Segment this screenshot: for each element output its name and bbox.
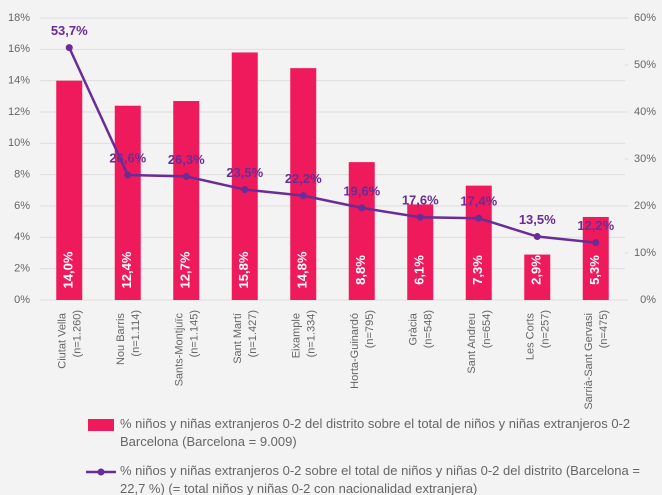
bar-value-label: 14,0% xyxy=(61,251,76,288)
bar xyxy=(524,254,551,300)
legend-label: % niños y niñas extranjeros 0-2 del dist… xyxy=(120,416,631,449)
bar xyxy=(231,52,258,300)
x-tick-label: Sant Martí (n=1.427) xyxy=(232,310,259,364)
y2-tick-label: 0% xyxy=(640,294,656,306)
y2-tick-label: 60% xyxy=(634,12,656,24)
line-point xyxy=(182,172,190,180)
bar-value-label: 8,8% xyxy=(353,255,368,285)
legend-swatch xyxy=(88,419,114,431)
y-tick-label: 6% xyxy=(14,200,30,212)
bar-value-label: 7,3% xyxy=(470,255,485,285)
line-value-label: 12,2% xyxy=(577,218,614,233)
line-point xyxy=(241,186,249,194)
bar-value-label: 12,4% xyxy=(119,251,134,288)
x-tick-label: Les Corts (n=257) xyxy=(524,310,551,360)
legend-marker xyxy=(97,468,105,476)
x-tick-label: Gràcia (n=548) xyxy=(407,310,434,348)
y2-tick-label: 10% xyxy=(634,247,656,259)
line-point xyxy=(124,171,132,179)
y-tick-label: 2% xyxy=(14,263,30,275)
bar-value-label: 14,8% xyxy=(295,251,310,288)
y-tick-label: 14% xyxy=(8,75,30,87)
line-value-label: 17,4% xyxy=(460,194,497,209)
legend-label: % niños y niñas extranjeros 0-2 sobre el… xyxy=(120,463,640,495)
y-tick-label: 18% xyxy=(8,12,30,24)
y-tick-label: 4% xyxy=(14,231,30,243)
bar-value-label: 12,7% xyxy=(178,251,193,288)
line-value-label: 19,6% xyxy=(343,183,380,198)
bar-value-label: 5,3% xyxy=(587,255,602,285)
bar-value-label: 6,1% xyxy=(412,255,427,285)
line-value-label: 23,5% xyxy=(226,165,263,180)
y2-tick-label: 50% xyxy=(634,59,656,71)
y2-tick-label: 30% xyxy=(634,153,656,165)
line-point xyxy=(533,233,541,241)
x-tick-label: Nou Barris (n=1.114) xyxy=(115,310,142,365)
line-point xyxy=(416,213,424,221)
line-value-label: 22,2% xyxy=(285,171,322,186)
legend-swatch xyxy=(86,468,116,476)
bar-value-label: 15,8% xyxy=(236,251,251,288)
line-value-label: 17,6% xyxy=(402,193,439,208)
bar xyxy=(173,101,200,301)
bar xyxy=(348,162,375,300)
x-tick-label: Ciutat Vella (n=1.260) xyxy=(56,310,83,369)
bar xyxy=(582,216,609,300)
line-point xyxy=(592,239,600,247)
line-value-label: 53,7% xyxy=(51,23,88,38)
x-tick-label: Sarrià-Sant Gervasi (n=475) xyxy=(583,310,610,410)
x-tick-label: Eixample (n=1.334) xyxy=(290,310,317,358)
bar xyxy=(56,80,83,301)
line-point xyxy=(299,192,307,200)
y-tick-label: 12% xyxy=(8,106,30,118)
x-tick-label: Sant Andreu (n=654) xyxy=(466,310,493,374)
bar xyxy=(290,68,317,300)
y2-tick-label: 40% xyxy=(634,106,656,118)
bar-value-label: 2,9% xyxy=(529,255,544,285)
line-point xyxy=(475,214,483,222)
bar xyxy=(114,105,141,300)
line-point xyxy=(65,44,73,52)
line xyxy=(68,47,596,244)
y-tick-label: 8% xyxy=(14,169,30,181)
x-tick-label: Sants-Montjuïc (n=1.145) xyxy=(173,310,200,386)
x-tick-label: Horta-Guinardó (n=795) xyxy=(349,310,376,389)
y2-tick-label: 20% xyxy=(634,200,656,212)
line-point xyxy=(358,204,366,212)
y-tick-label: 10% xyxy=(8,137,30,149)
line-value-label: 13,5% xyxy=(519,212,556,227)
line-value-label: 26,3% xyxy=(168,152,205,167)
line-value-label: 26,6% xyxy=(109,150,146,165)
y-tick-label: 16% xyxy=(8,43,30,55)
bar xyxy=(465,185,492,300)
y-tick-label: 0% xyxy=(14,294,30,306)
